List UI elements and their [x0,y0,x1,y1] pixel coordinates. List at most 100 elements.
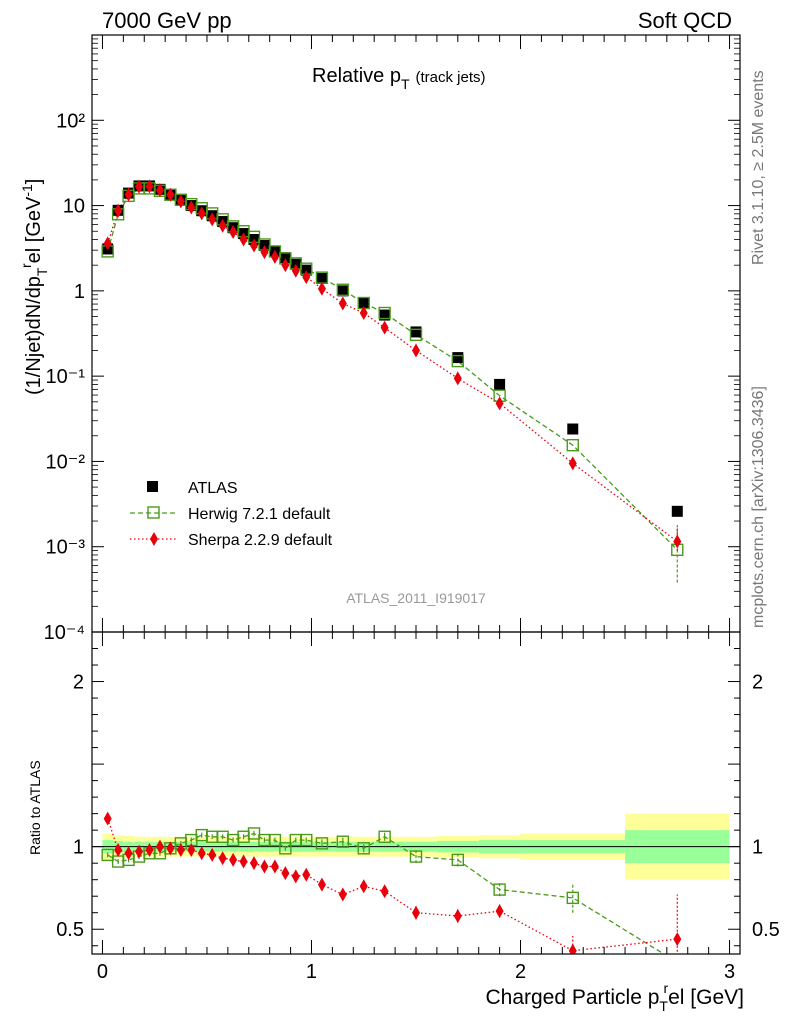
herwig-point [336,283,350,296]
sherpa-ratio-point [218,851,227,866]
ytick-label: 10⁻⁴ [44,622,85,644]
mcplots-label: mcplots.cern.ch [arXiv:1306.3436] [750,386,767,628]
sherpa-ratio-point [239,854,248,869]
ratio-ytick-label: 0.5 [56,919,84,941]
sherpa-point [453,371,462,386]
top-axis-ticks: 10⁻⁴ 10⁻³ 10⁻² 10⁻¹ 1 10 10² [44,34,740,644]
sherpa-ratio-point [270,859,279,874]
sherpa-point [359,306,368,321]
atlas-point [358,297,370,309]
herwig-ratio-point [315,837,329,850]
ytick-label: 10⁻³ [46,537,86,559]
sherpa-point [338,296,347,311]
sherpa-point [281,258,290,273]
sherpa-ratio-point [197,846,206,861]
sherpa-ratio-point [359,879,368,894]
sherpa-ratio-point [166,841,175,856]
atlas-point [567,423,579,435]
ratio-axis-ticks: 0 1 2 3 0.5 0.5 1 1 2 2 [56,632,780,983]
sherpa-point [250,238,258,253]
legend: ATLAS Herwig 7.2.1 default Sherpa 2.2.9 … [130,480,333,549]
sherpa-point [176,194,185,209]
xtick-label: 1 [306,961,317,983]
atlas-point [452,352,464,364]
herwig-ratio-point [101,848,114,862]
sherpa-ratio-point [260,859,269,874]
sherpa-ratio-point [453,909,462,924]
sherpa-ratio-point [302,867,311,882]
sherpa-point [568,456,577,471]
sherpa-point [218,218,227,233]
herwig-ratio-point [336,835,350,848]
sherpa-ratio-point [145,842,154,857]
sherpa-point [380,320,389,335]
sherpa-ratio-point [380,884,389,899]
main-title: Relative pT (track jets) [312,65,486,92]
herwig-ratio-point [279,842,292,855]
sherpa-point [103,236,112,251]
ratio-ytick-label-right: 2 [752,672,763,694]
ratio-xlabel: Charged Particle pTrel [GeV] [485,980,744,1014]
ytick-label: 10⁻¹ [46,366,86,388]
sherpa-ratio-point [103,811,112,826]
main-panel: 10⁻⁴ 10⁻³ 10⁻² 10⁻¹ 1 10 10² Relative pT (track… [18,34,741,644]
sherpa-ratio-point [124,846,133,861]
herwig-ratio-point [566,891,579,905]
top-series [101,179,684,583]
xtick-label: 2 [515,961,526,983]
sherpa-ratio-point [338,887,347,902]
sherpa-point [155,183,164,198]
ratio-ytick-label-right: 1 [752,837,763,859]
atlas-point [410,326,422,338]
sherpa-ratio-point [229,852,238,867]
sherpa-ratio-point [291,869,300,884]
xtick-label: 0 [97,961,108,983]
ratio-series [101,811,682,954]
herwig-ratio-point [268,833,282,847]
sherpa-ratio-point [412,905,420,920]
sherpa-ratio-point [495,904,504,919]
main-ylabel: (1/Njet)dN/dpTrel [GeV-1] [18,179,50,395]
sherpa-ratio-point [155,839,164,854]
sherpa-ratio-point [250,856,258,871]
sherpa-ratio-point [317,877,326,892]
sherpa-point [208,212,217,227]
sherpa-point [291,263,300,278]
atlas-point [337,285,349,297]
sherpa-point [187,200,196,215]
rivet-label: Rivet 3.1.10, ≥ 2.5M events [750,70,767,265]
atlas-point [671,505,683,517]
sherpa-point [124,187,133,202]
sherpa-ratio-point [673,932,682,947]
sherpa-point [239,232,248,247]
watermark: ATLAS_2011_I919017 [346,590,486,606]
atlas-point [316,272,328,284]
legend-marker-sherpa [150,532,158,546]
sherpa-ratio-point [208,847,217,862]
herwig-ratio-point [378,830,391,843]
legend-marker-herwig [147,506,160,519]
sherpa-ratio-point [187,842,196,857]
sherpa-ratio-point [281,866,290,881]
xtick-label: 3 [724,961,735,983]
ratio-series-clipped [101,811,682,954]
herwig-ratio-point [300,833,313,847]
ytick-label: 1 [74,281,85,303]
atlas-point [379,309,391,321]
sherpa-ratio-point [568,943,577,954]
ytick-label: 10² [56,110,85,132]
herwig-point [378,306,391,320]
ratio-frame [91,631,741,955]
herwig-ratio-point [247,827,261,840]
herwig-point [566,438,579,452]
atlas-point [494,378,506,390]
sherpa-point [114,203,123,218]
sherpa-point [270,249,279,264]
legend-label-sherpa: Sherpa 2.2.9 default [188,532,333,549]
sherpa-point [412,343,420,358]
herwig-ratio-point [451,853,465,867]
sherpa-point [495,396,504,411]
sherpa-point [260,245,269,260]
ytick-label: 10 [63,196,85,218]
